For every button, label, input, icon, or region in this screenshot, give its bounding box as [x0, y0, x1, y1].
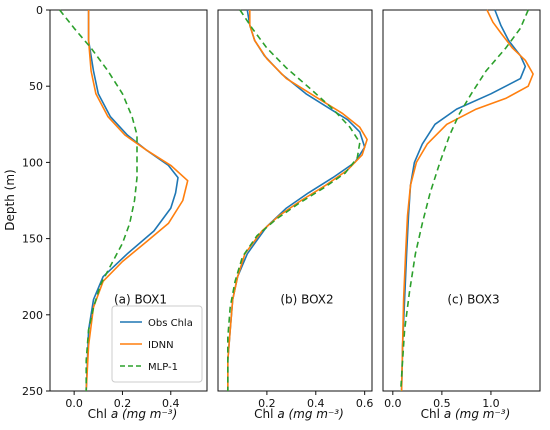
panel-label: (a) BOX1 [114, 293, 167, 307]
x-tick-label: 0.4 [162, 397, 180, 410]
x-tick-label: 0.6 [356, 397, 374, 410]
x-tick-label: 0.0 [384, 397, 402, 410]
y-axis-label: Depth (m) [3, 169, 17, 230]
x-tick-label: 0.2 [258, 397, 276, 410]
legend-label-idnn: IDNN [148, 340, 174, 351]
series-line-idnn [85, 10, 189, 392]
x-tick-label: 0.4 [307, 397, 325, 410]
x-axis-label: Chl a (mg m⁻³) [254, 407, 344, 421]
x-tick-label: 0.2 [114, 397, 132, 410]
legend-label-mlp: MLP-1 [148, 362, 178, 373]
y-tick-label: 150 [22, 233, 43, 246]
panel-label: (b) BOX2 [280, 293, 333, 307]
series-line-mlp [59, 9, 138, 391]
series-line-idnn [400, 9, 534, 392]
legend-box [111, 305, 203, 383]
y-tick-label: 0 [36, 4, 43, 17]
x-tick-label: 0.0 [65, 397, 83, 410]
series-line-obs [227, 9, 366, 391]
legend-label-obs: Obs Chla [148, 318, 193, 329]
panel-box2: 0.2 0.4 0.6 Chl a (mg m⁻³) (b) BOX2 [217, 9, 374, 421]
y-tick-label: 50 [29, 80, 43, 93]
legend: Obs Chla IDNN MLP-1 [111, 305, 203, 383]
x-tick-label: 0.5 [433, 397, 451, 410]
y-tick-label: 250 [22, 385, 43, 398]
series-line-obs [400, 9, 527, 392]
y-axis: 0 50 100 150 200 250 [22, 4, 50, 398]
x-tick-label: 1.0 [482, 397, 500, 410]
series-line-mlp [399, 9, 529, 392]
plot-frame [217, 9, 373, 392]
series-line-mlp [227, 9, 361, 391]
x-axis-label: Chl a (mg m⁻³) [88, 407, 178, 421]
plot-frame [49, 9, 208, 392]
y-tick-label: 200 [22, 309, 43, 322]
panel-label: (c) BOX3 [447, 293, 499, 307]
x-axis-label: Chl a (mg m⁻³) [421, 407, 511, 421]
plot-frame [382, 9, 541, 392]
y-tick-label: 100 [22, 156, 43, 169]
